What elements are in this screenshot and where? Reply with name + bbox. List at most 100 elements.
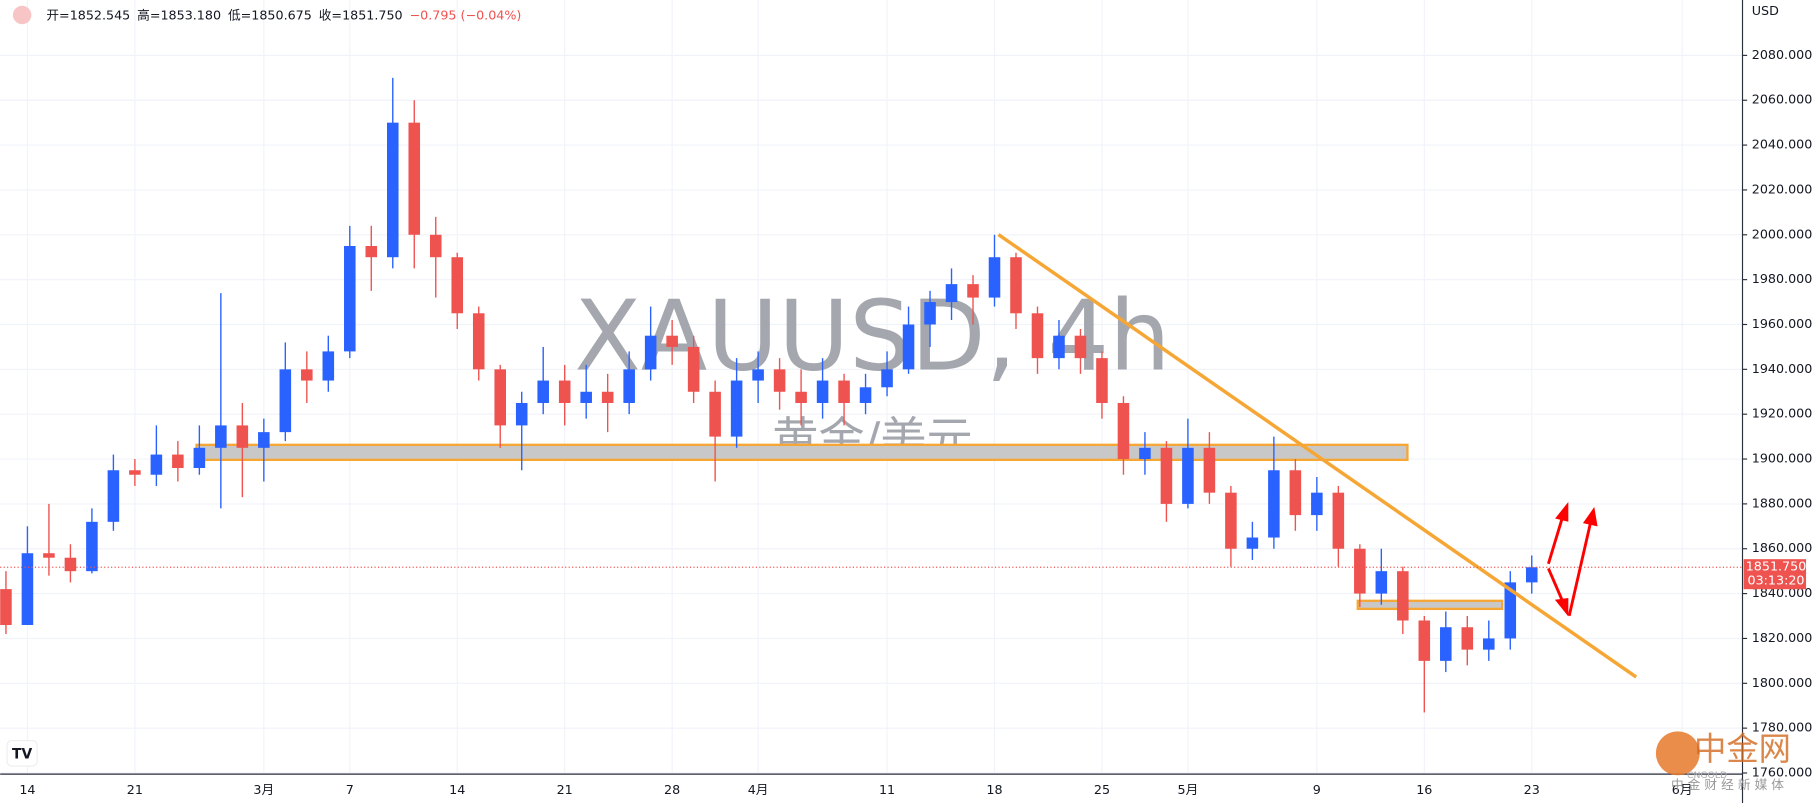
y-tick-label: 1780.000	[1752, 720, 1812, 735]
candle-body	[1225, 492, 1237, 549]
x-tick-label: 16	[1416, 782, 1432, 797]
x-tick-label: 11	[879, 782, 895, 797]
candle-body	[752, 369, 764, 381]
candle-body	[537, 380, 549, 403]
candle-body	[129, 470, 141, 475]
symbol-icon	[12, 5, 32, 25]
candle-body	[666, 335, 678, 347]
candle-body	[408, 122, 421, 235]
candle-body	[795, 391, 807, 403]
y-tick-label: 2080.000	[1752, 47, 1812, 62]
x-axis: 14 21 3月 7 14 21 28 4月 11 18 25 5月 9 16 23 6月	[19, 782, 1692, 797]
candle-body	[172, 454, 184, 469]
y-tick-label: 1960.000	[1752, 316, 1812, 331]
candle-body	[1461, 627, 1474, 650]
x-tick-label: 9	[1313, 782, 1321, 797]
x-tick-label: 14	[449, 782, 465, 797]
last-price-bg	[1743, 559, 1807, 590]
candle-body	[945, 284, 958, 303]
candle-body	[902, 324, 915, 370]
candle-body	[472, 313, 485, 370]
candle-body	[1289, 470, 1302, 516]
logo-sub: CNGOLD	[1687, 770, 1727, 781]
ohlc-value: 低=1850.675	[228, 8, 312, 23]
ohlc-value: 高=1853.180	[137, 8, 221, 23]
candle-body	[601, 391, 614, 403]
tv-logo: TV	[6, 740, 38, 767]
candle-body	[86, 521, 98, 572]
support-zone	[195, 443, 1409, 462]
candle-body	[21, 553, 34, 625]
candle-body	[1031, 313, 1044, 359]
y-tick-label: 2020.000	[1752, 181, 1812, 196]
candle-body	[193, 447, 206, 469]
candle-body	[558, 380, 571, 403]
candle-body	[365, 246, 378, 258]
x-tick-label: 21	[557, 782, 573, 797]
candle-body	[881, 369, 893, 388]
candle-body	[386, 122, 399, 258]
y-tick-label: 2040.000	[1752, 137, 1812, 152]
candle-body	[236, 425, 249, 448]
candle-body	[429, 234, 442, 258]
candle-body	[709, 391, 721, 437]
svg-text:TV: TV	[12, 746, 32, 762]
x-tick-label: 3月	[253, 782, 274, 797]
candle-body	[64, 557, 77, 572]
x-tick-label: 21	[127, 782, 143, 797]
x-tick-label: 28	[664, 782, 680, 797]
candle-body	[859, 387, 872, 403]
trend-line	[997, 233, 1638, 679]
candle-body	[687, 346, 700, 392]
candle-body	[322, 351, 335, 381]
candle-body	[988, 257, 1001, 298]
candle-body	[967, 284, 979, 298]
candle-body	[1074, 335, 1087, 359]
candle-body	[150, 454, 163, 475]
y-tick-label: 1820.000	[1752, 630, 1812, 645]
candle-body	[107, 470, 120, 522]
candle-body	[924, 302, 936, 325]
y-tick-label: 2000.000	[1752, 226, 1812, 241]
y-tick-label: 1800.000	[1752, 675, 1812, 690]
y-tick-label: 1900.000	[1752, 451, 1812, 466]
y-tick-label: 1940.000	[1752, 361, 1812, 376]
candle-body	[1354, 548, 1366, 594]
ohlc-value: 收=1851.750	[319, 8, 403, 23]
candle-body	[1182, 447, 1194, 504]
candle-body	[623, 369, 635, 403]
candle-body	[1332, 492, 1345, 549]
candle-body	[515, 402, 528, 426]
x-tick-label: 4月	[748, 782, 769, 797]
x-tick-label: 14	[19, 782, 35, 797]
candle-body	[215, 425, 227, 448]
y-axis: 1760.0001780.0001800.0001820.0001840.000…	[1742, 47, 1812, 779]
x-tick-label: 5月	[1178, 782, 1199, 797]
candle-body	[1096, 358, 1108, 403]
candles	[0, 77, 1538, 713]
candle-body	[0, 589, 12, 625]
candle-body	[1483, 638, 1495, 650]
x-tick-label: 23	[1524, 782, 1540, 797]
x-tick-label: 18	[986, 782, 1002, 797]
y-tick-label: 2060.000	[1752, 92, 1812, 107]
logo-text: 中金网	[1694, 730, 1791, 768]
candle-body	[1246, 537, 1259, 549]
candle-body	[773, 369, 786, 392]
candle-body	[344, 246, 356, 352]
support-zone-small	[1356, 599, 1504, 611]
ohlc-value: 开=1852.545	[46, 8, 130, 23]
countdown: 03:13:20	[1748, 573, 1805, 588]
candle-body	[1010, 257, 1022, 314]
candle-body	[279, 369, 292, 433]
y-tick-label: 1920.000	[1752, 406, 1812, 421]
candle-body	[451, 257, 464, 314]
x-tick-label: 25	[1094, 782, 1110, 797]
candle-body	[730, 380, 743, 437]
ohlc-value: −0.795 (−0.04%)	[410, 8, 522, 23]
last-price-label: 1851.750	[1746, 559, 1807, 574]
candle-body	[1311, 492, 1323, 516]
